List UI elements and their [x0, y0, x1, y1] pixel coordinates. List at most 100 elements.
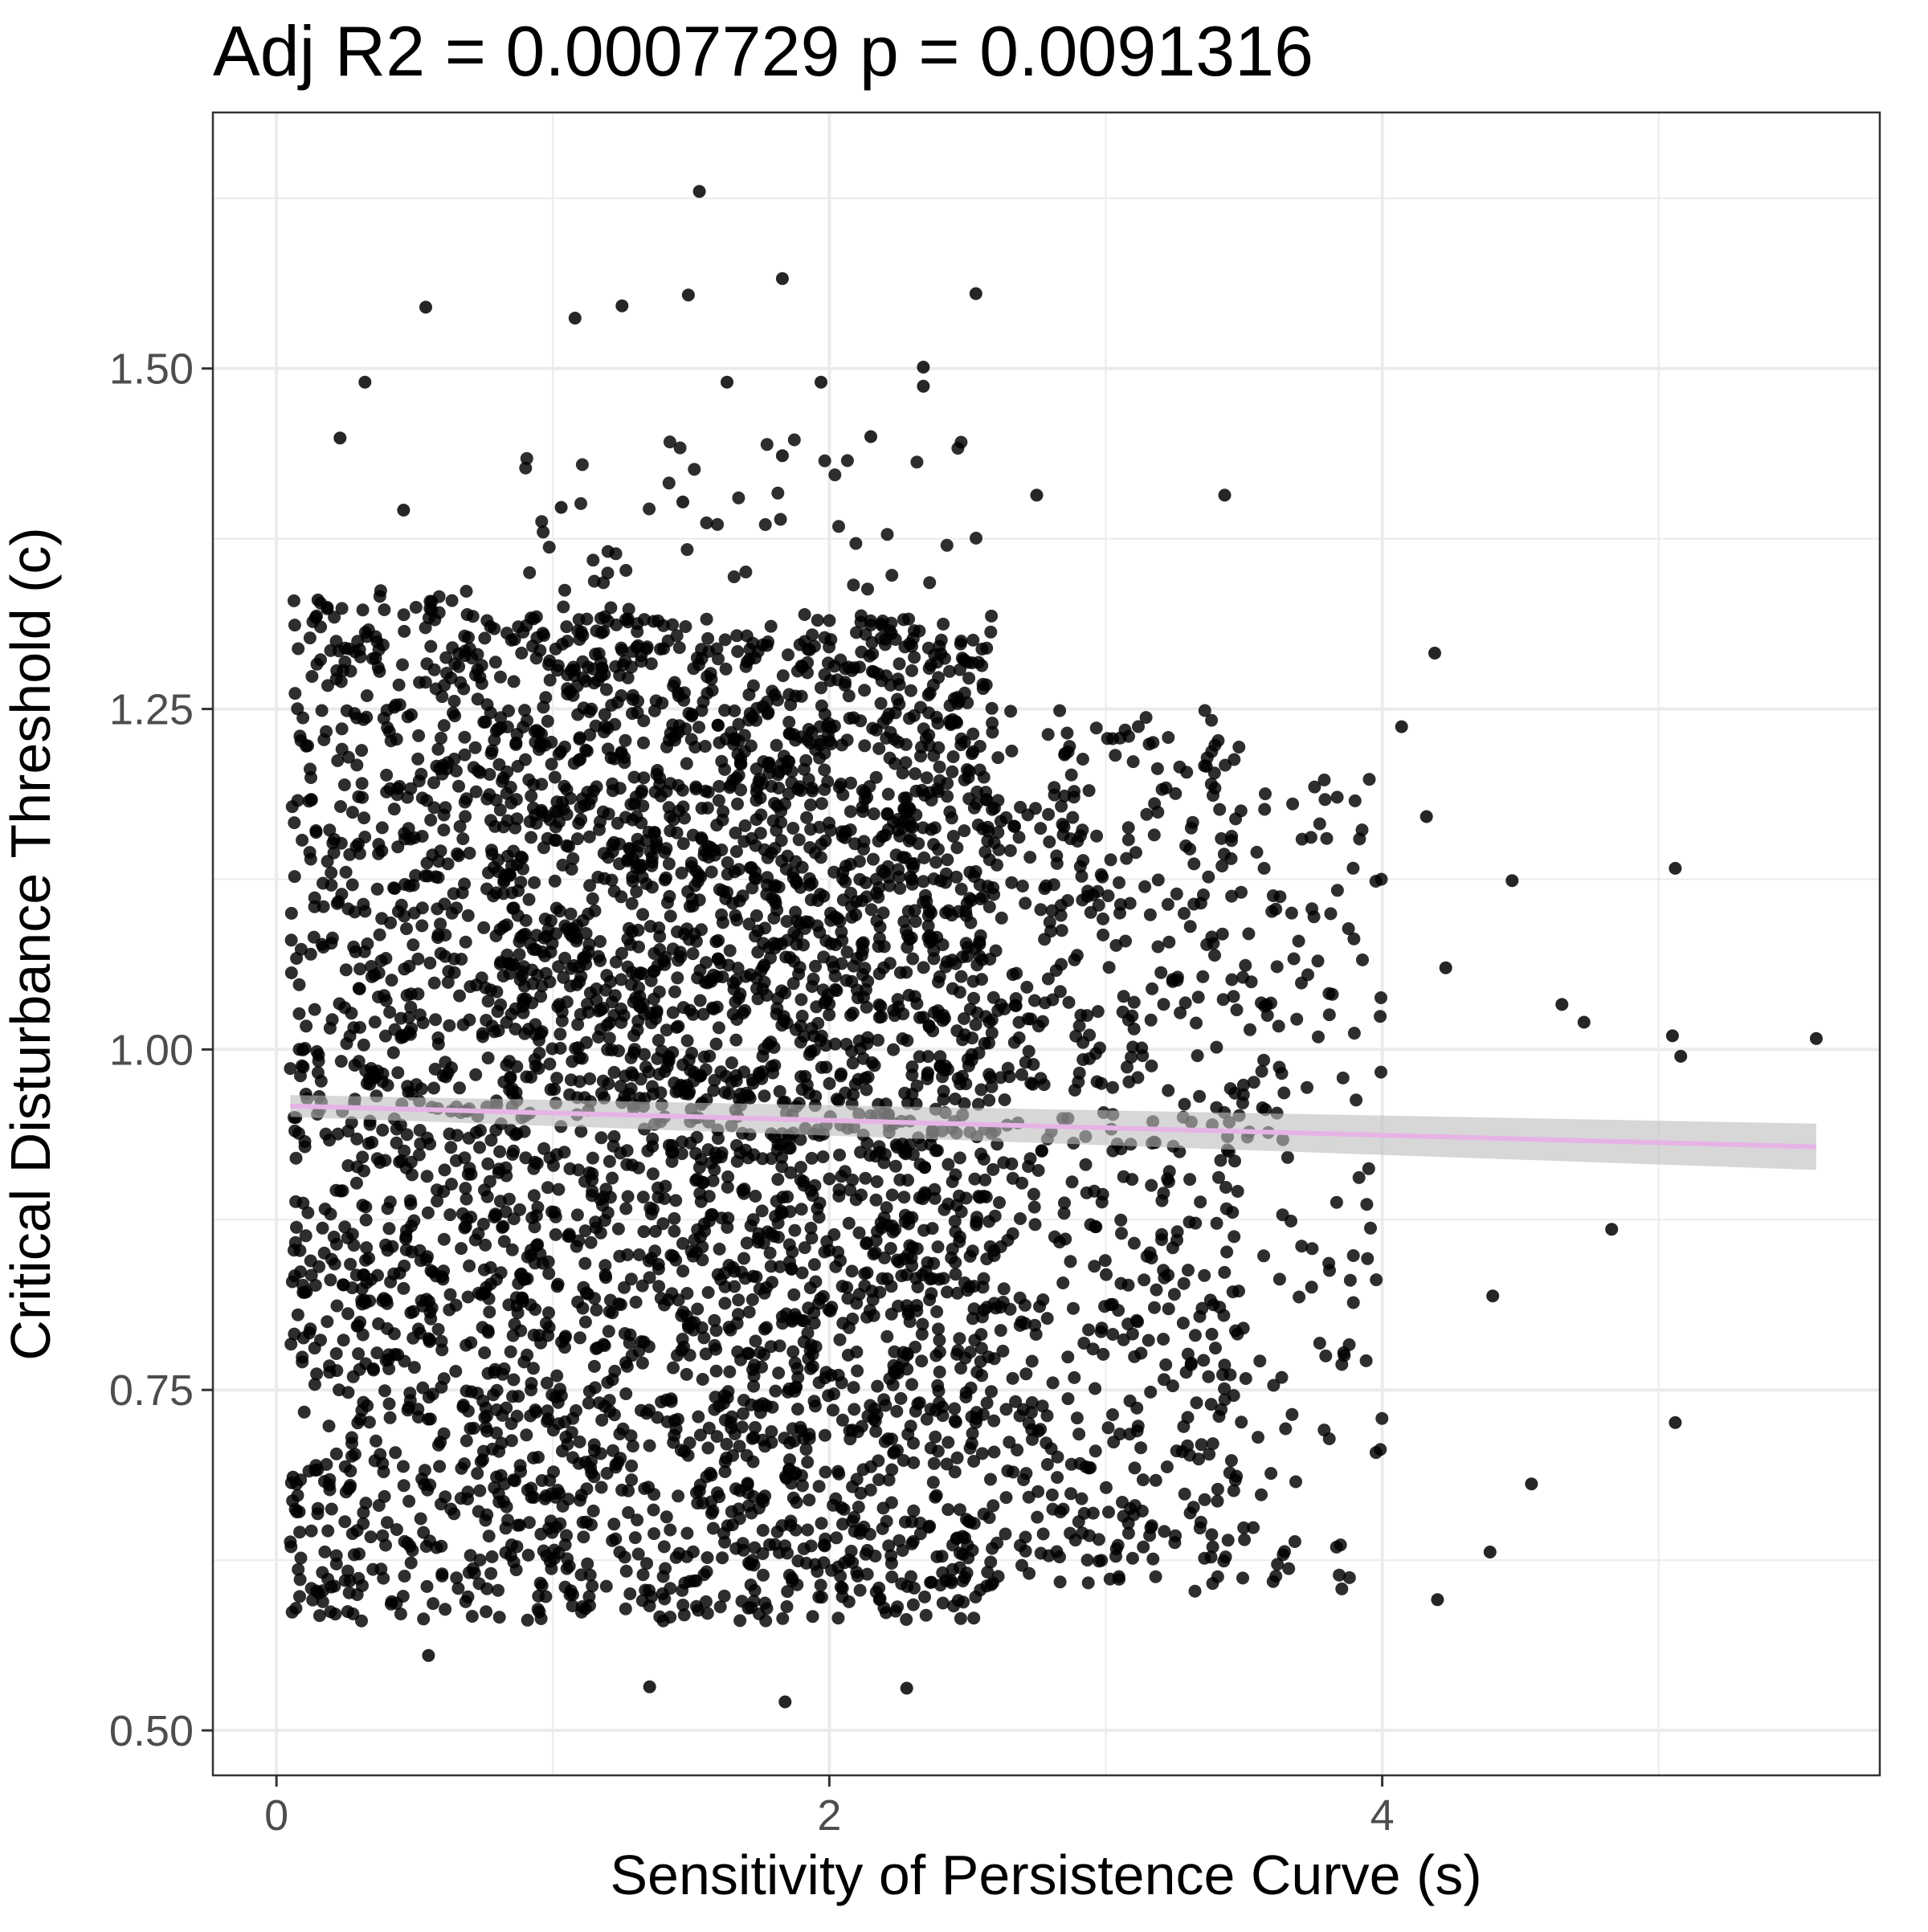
- data-point: [356, 1199, 370, 1212]
- data-point: [350, 758, 364, 772]
- data-point: [463, 847, 476, 860]
- data-point: [959, 1391, 973, 1403]
- data-point: [839, 974, 853, 987]
- data-point: [485, 1550, 499, 1563]
- data-point: [685, 1047, 699, 1060]
- data-point: [570, 679, 584, 692]
- data-point: [1213, 803, 1227, 816]
- data-point: [813, 820, 827, 834]
- data-point: [897, 613, 910, 627]
- data-point: [1109, 749, 1122, 762]
- data-point: [815, 699, 828, 713]
- data-point: [537, 701, 550, 714]
- data-point: [760, 695, 774, 709]
- data-point: [1015, 1176, 1029, 1190]
- data-point: [609, 1460, 623, 1474]
- data-point: [770, 937, 784, 951]
- data-point: [414, 1254, 427, 1268]
- data-point: [583, 1568, 597, 1582]
- data-point: [811, 1565, 824, 1579]
- data-point: [583, 1599, 596, 1612]
- data-point: [668, 1428, 681, 1442]
- data-point: [1014, 1212, 1027, 1225]
- data-point: [391, 1348, 405, 1362]
- data-point: [1342, 1338, 1356, 1351]
- data-point: [484, 1566, 498, 1580]
- data-point: [413, 1008, 427, 1022]
- data-point: [439, 1603, 452, 1616]
- data-point: [329, 1183, 343, 1197]
- data-point: [978, 1036, 991, 1050]
- y-axis-title: Critical Disturbance Threshold (c): [0, 527, 62, 1360]
- data-point: [625, 1473, 639, 1487]
- data-point: [1177, 1276, 1191, 1290]
- data-point: [541, 1255, 555, 1268]
- data-point: [636, 1568, 650, 1582]
- data-point: [500, 849, 514, 863]
- data-point: [443, 1019, 456, 1032]
- data-point: [542, 541, 556, 554]
- data-point: [693, 1187, 707, 1200]
- data-point: [816, 983, 830, 997]
- data-point: [1102, 961, 1116, 974]
- data-point: [1065, 1175, 1079, 1189]
- data-point: [1355, 823, 1369, 837]
- data-point: [950, 1531, 964, 1545]
- data-point: [855, 1188, 868, 1202]
- data-point: [756, 1547, 770, 1560]
- data-point: [1257, 861, 1271, 875]
- data-point: [398, 1259, 411, 1272]
- data-point: [392, 678, 406, 692]
- data-point: [284, 1338, 298, 1351]
- data-point: [817, 889, 831, 903]
- data-point: [901, 941, 914, 954]
- data-point: [329, 1557, 343, 1571]
- data-point: [1072, 1428, 1086, 1441]
- data-point: [1333, 1568, 1346, 1582]
- data-point: [1288, 1535, 1301, 1548]
- data-point: [299, 1229, 312, 1243]
- data-point: [598, 1399, 611, 1413]
- data-point: [848, 1525, 861, 1538]
- data-point: [646, 1140, 660, 1153]
- data-point: [340, 1037, 353, 1050]
- data-point: [752, 1227, 766, 1240]
- data-point: [515, 1267, 528, 1281]
- data-point: [876, 615, 889, 627]
- data-point: [859, 627, 872, 641]
- data-point: [709, 848, 721, 862]
- data-point: [860, 890, 873, 904]
- data-point: [1198, 1268, 1211, 1282]
- data-point: [1121, 1013, 1135, 1027]
- data-point: [642, 1065, 656, 1079]
- data-point: [484, 843, 498, 857]
- data-point: [843, 1423, 856, 1437]
- data-point: [587, 1359, 601, 1373]
- data-point: [740, 629, 754, 643]
- data-point: [397, 608, 411, 622]
- data-point: [654, 643, 667, 656]
- data-point: [1128, 1461, 1142, 1475]
- data-point: [1079, 1460, 1093, 1473]
- data-point: [480, 1582, 494, 1595]
- data-point: [876, 1522, 889, 1535]
- data-point: [962, 792, 976, 806]
- data-point: [921, 641, 935, 655]
- data-point: [723, 781, 737, 794]
- data-point: [423, 956, 437, 970]
- data-point: [525, 831, 537, 844]
- data-point: [400, 922, 413, 936]
- data-point: [410, 1078, 423, 1092]
- data-point: [582, 797, 596, 811]
- data-point: [415, 1472, 429, 1485]
- data-point: [664, 1582, 677, 1595]
- data-point: [784, 1514, 798, 1528]
- data-point: [984, 1472, 997, 1486]
- data-point: [411, 1403, 425, 1416]
- data-point: [1109, 938, 1123, 952]
- data-point: [471, 1467, 484, 1481]
- data-point: [652, 1280, 666, 1293]
- data-point: [913, 1516, 927, 1530]
- data-point: [901, 905, 915, 918]
- data-point: [715, 908, 729, 921]
